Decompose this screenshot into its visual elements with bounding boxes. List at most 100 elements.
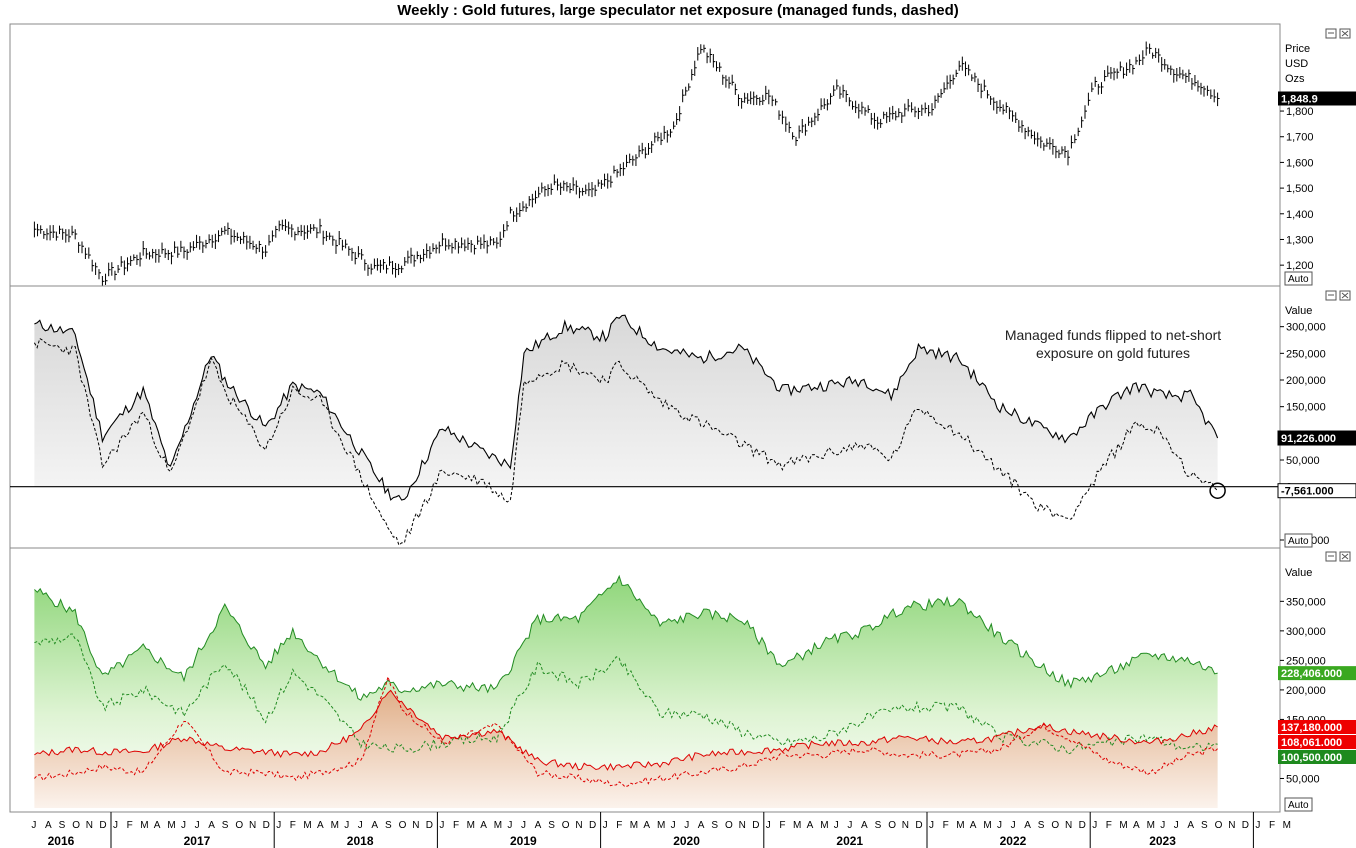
month-label: J (113, 820, 118, 831)
month-label: N (902, 820, 909, 831)
price-panel-controls[interactable] (1325, 28, 1351, 39)
price-axis-label: 1,200 (1286, 260, 1314, 272)
price-axis-label: 1,600 (1286, 157, 1314, 169)
month-label: N (1065, 820, 1072, 831)
year-label: 2021 (836, 834, 863, 848)
month-label: M (793, 820, 801, 831)
year-label: 2018 (347, 834, 374, 848)
month-label: J (671, 820, 676, 831)
month-label: J (507, 820, 512, 831)
month-label: M (494, 820, 502, 831)
month-label: S (59, 820, 66, 831)
month-label: A (643, 820, 650, 831)
auto-label: Auto (1288, 536, 1309, 547)
month-label: F (943, 820, 949, 831)
price-axis-label: 1,800 (1286, 106, 1314, 118)
month-label: J (344, 820, 349, 831)
net-auto-button[interactable]: Auto (1284, 533, 1313, 548)
positions-panel-controls[interactable] (1325, 551, 1351, 562)
price-panel: 1,800 1,700 1,600 1,500 1,400 1,300 1,200 Price… (33, 41, 1356, 286)
positions-tag: 100,500.000 (1281, 752, 1342, 764)
price-last-tag: 1,848.9 (1281, 93, 1318, 105)
net-axis-label: 50,000 (1286, 455, 1320, 467)
month-label: J (521, 820, 526, 831)
month-label: M (657, 820, 665, 831)
net-axis-label: 200,000 (1286, 375, 1326, 387)
month-label: A (317, 820, 324, 831)
positions-panel: 350,000300,000250,000200,000150,00050,00… (34, 567, 1356, 808)
month-label: D (426, 820, 433, 831)
month-label: A (807, 820, 814, 831)
month-label: J (684, 820, 689, 831)
highlight-circle (1209, 482, 1226, 499)
price-auto-button[interactable]: Auto (1284, 271, 1313, 286)
net-tag-bg (1277, 483, 1356, 499)
month-label: N (739, 820, 746, 831)
month-label: J (181, 820, 186, 831)
month-label: J (1092, 820, 1097, 831)
month-label: M (956, 820, 964, 831)
net-panel-controls[interactable] (1325, 290, 1351, 301)
month-label: O (725, 820, 733, 831)
price-axis-label: 1,700 (1286, 132, 1314, 144)
month-label: A (535, 820, 542, 831)
net-tag-bg (1277, 430, 1356, 446)
month-label: F (453, 820, 459, 831)
positions-tag-bg (1278, 719, 1356, 734)
month-label: A (208, 820, 215, 831)
month-label: M (1119, 820, 1127, 831)
long-total-line (34, 574, 1218, 701)
positions-tag-bg (1278, 749, 1356, 764)
positions-tag: 137,180.000 (1281, 722, 1342, 734)
net-area-fill (34, 315, 1218, 500)
month-label: J (929, 820, 934, 831)
short-total-line (34, 689, 1218, 771)
positions-axis-label: 200,000 (1286, 685, 1326, 697)
month-label: D (1079, 820, 1086, 831)
month-label: J (358, 820, 363, 831)
month-label: J (766, 820, 771, 831)
positions-tag: 228,406.000 (1281, 668, 1342, 680)
month-label: S (548, 820, 555, 831)
month-label: D (263, 820, 270, 831)
month-label: D (99, 820, 106, 831)
year-label: 2020 (673, 834, 700, 848)
month-label: J (1011, 820, 1016, 831)
positions-axis-header: Value (1285, 567, 1312, 579)
net-axis-label: 300,000 (1286, 322, 1326, 334)
year-label: 2016 (48, 834, 75, 848)
net-panel: 300,000250,000200,000150,00050,0000-100,… (10, 305, 1356, 547)
month-label: F (779, 820, 785, 831)
month-label: N (86, 820, 93, 831)
positions-axis-label: 300,000 (1286, 626, 1326, 638)
month-label: N (412, 820, 419, 831)
month-label: M (467, 820, 475, 831)
positions-axis-label: 250,000 (1286, 655, 1326, 667)
chart-title: Weekly : Gold futures, large speculator … (397, 2, 959, 19)
month-label: D (915, 820, 922, 831)
price-axis-header: Ozs (1285, 73, 1305, 85)
month-label: M (1147, 820, 1155, 831)
month-label: J (1174, 820, 1179, 831)
month-label: A (45, 820, 52, 831)
month-label: F (290, 820, 296, 831)
auto-label: Auto (1288, 274, 1309, 285)
month-label: A (1133, 820, 1140, 831)
month-label: J (603, 820, 608, 831)
month-label: O (399, 820, 407, 831)
short-area-fill (34, 690, 1218, 808)
net-axis-header: Value (1285, 305, 1312, 317)
net-axis-label: 150,000 (1286, 402, 1326, 414)
month-label: F (1269, 820, 1275, 831)
month-label: M (303, 820, 311, 831)
month-label: J (1160, 820, 1165, 831)
month-label: M (331, 820, 339, 831)
positions-tag: 108,061.000 (1281, 737, 1342, 749)
price-axis-label: 1,300 (1286, 234, 1314, 246)
month-label: A (1187, 820, 1194, 831)
month-label: A (154, 820, 161, 831)
positions-auto-button[interactable]: Auto (1284, 797, 1313, 812)
month-label: O (562, 820, 570, 831)
price-axis-label: 1,400 (1286, 209, 1314, 221)
